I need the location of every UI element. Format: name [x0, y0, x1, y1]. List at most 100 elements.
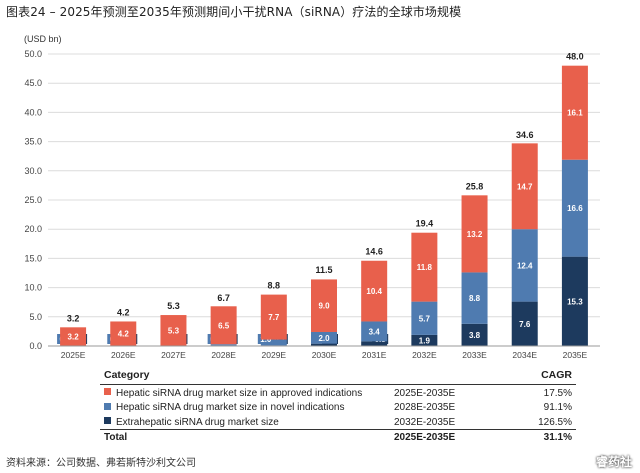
data-label: 14.7: [517, 182, 533, 191]
data-label: 13.2: [467, 230, 483, 239]
total-label: 3.2: [67, 313, 80, 323]
bar-segment: [411, 301, 438, 335]
total-label: 8.8: [268, 281, 281, 291]
data-label: 2.0: [318, 334, 330, 343]
total-label: 6.7: [217, 293, 230, 303]
bar-segment: [461, 323, 488, 346]
extra-swatch-icon: [104, 417, 111, 425]
total-label: 19.4: [416, 219, 434, 229]
data-label: 15.3: [567, 297, 583, 306]
row-cagr: 91.1%: [543, 402, 572, 413]
bar-segment: [561, 256, 588, 346]
y-tick-label: 25.0: [24, 195, 42, 205]
bar-segment: [60, 327, 87, 346]
bar-segment: [461, 272, 488, 324]
total-cagr: 31.1%: [508, 428, 576, 444]
bar-segment: [311, 343, 337, 346]
y-tick-label: 40.0: [24, 107, 42, 117]
y-tick-label: 0.0: [29, 341, 42, 351]
y-tick-label: 20.0: [24, 224, 42, 234]
bar-segment: [160, 315, 187, 346]
header-period: [390, 368, 508, 385]
y-tick-label: 30.0: [24, 166, 42, 176]
total-label: 11.5: [315, 265, 332, 275]
source-note: 资料来源：公司数据、弗若斯特沙利文公司: [6, 458, 196, 469]
bar-segment: [311, 279, 337, 332]
y-unit-label: (USD bn): [24, 34, 62, 44]
figure-title: 图表24 – 2025年预测至2035年预测期间小干扰RNA（siRNA）疗法的…: [6, 5, 462, 19]
bar-segment: [511, 301, 538, 346]
data-label: 16.1: [567, 109, 583, 118]
total-label: Total: [100, 428, 390, 444]
bar-segment: [311, 331, 337, 344]
x-tick-label: 2030E: [312, 350, 337, 360]
data-label: 16.6: [567, 204, 583, 213]
data-label: 3.8: [469, 331, 481, 340]
bar-segment: [561, 65, 588, 160]
bar-segment: [511, 143, 538, 230]
y-tick-label: 45.0: [24, 78, 42, 88]
data-label: 3.4: [369, 327, 381, 336]
x-tick-label: 2032E: [412, 350, 437, 360]
data-label: 4.2: [118, 330, 130, 339]
bar-segment: [411, 334, 438, 346]
data-label: 12.4: [517, 261, 533, 270]
novel-swatch-icon: [104, 402, 111, 410]
data-label: 5.3: [168, 327, 180, 336]
row-label: Hepatic siRNA drug market size in novel …: [116, 402, 345, 413]
x-tick-label: 2035E: [563, 350, 588, 360]
row-period: 2028E-2035E: [394, 402, 456, 413]
bar-segment: [260, 294, 287, 340]
data-label: 9.0: [318, 302, 330, 311]
bar-segment: [361, 321, 388, 342]
stacked-bar-chart: (USD bn) 0.0 5.0 10.0 15.0 20.0 25.0 30.0 35.0 40…: [24, 34, 600, 360]
bar-segment: [361, 260, 388, 322]
bar-segment: [511, 229, 538, 302]
table-row: Hepatic siRNA drug market size in approv…: [100, 385, 576, 400]
bar-segment: [561, 159, 588, 257]
y-tick-label: 10.0: [24, 283, 42, 293]
bar-segment: [411, 232, 438, 302]
data-label: 3.2: [68, 333, 80, 342]
x-tick-label: 2029E: [262, 350, 287, 360]
table-total-row: Total 2025E-2035E 31.1%: [100, 428, 576, 444]
total-label: 4.2: [117, 307, 130, 317]
table-row: Extrahepatic siRNA drug market size 2032…: [100, 414, 576, 429]
header-cagr: CAGR: [508, 368, 576, 385]
total-label: 34.6: [516, 130, 534, 140]
total-label: 14.6: [365, 247, 383, 257]
data-label: 6.5: [218, 321, 230, 330]
table-row: Hepatic siRNA drug market size in novel …: [100, 400, 576, 415]
x-tick-label: 2031E: [362, 350, 387, 360]
total-period: 2025E-2035E: [390, 428, 508, 444]
y-tick-label: 5.0: [29, 312, 42, 322]
data-label: 7.7: [268, 313, 280, 322]
y-tick-label: 50.0: [24, 49, 42, 59]
bar-segment: [110, 321, 137, 346]
data-label: 5.7: [419, 314, 431, 323]
row-cagr: 126.5%: [538, 416, 572, 428]
x-tick-label: 2027E: [161, 350, 186, 360]
total-label: 5.3: [167, 301, 180, 311]
bar-segment: [210, 344, 237, 346]
total-label: 48.0: [566, 52, 584, 62]
approved-swatch-icon: [104, 388, 111, 396]
total-label: 25.8: [466, 181, 484, 191]
chart-area: (USD bn) 0.0 5.0 10.0 15.0 20.0 25.0 30.0 35.0 40…: [0, 26, 640, 366]
data-label: 7.6: [519, 320, 531, 329]
data-label: 1.9: [419, 336, 431, 345]
x-tick-label: 2034E: [512, 350, 537, 360]
legend-table: Category CAGR Hepatic siRNA drug market …: [100, 368, 576, 444]
row-label: Extrahepatic siRNA drug market size: [116, 416, 279, 428]
row-cagr: 17.5%: [543, 387, 572, 399]
watermark: 睿药社: [595, 455, 632, 469]
bar-segment: [461, 195, 488, 273]
row-label: Hepatic siRNA drug market size in approv…: [116, 387, 363, 399]
header-category: Category: [100, 368, 390, 385]
bar-segment: [210, 306, 237, 345]
data-label: 11.8: [417, 263, 433, 272]
data-label: 8.8: [469, 294, 481, 303]
table-header-row: Category CAGR: [100, 368, 576, 385]
x-tick-label: 2025E: [61, 350, 86, 360]
row-period: 2025E-2035E: [394, 387, 456, 399]
